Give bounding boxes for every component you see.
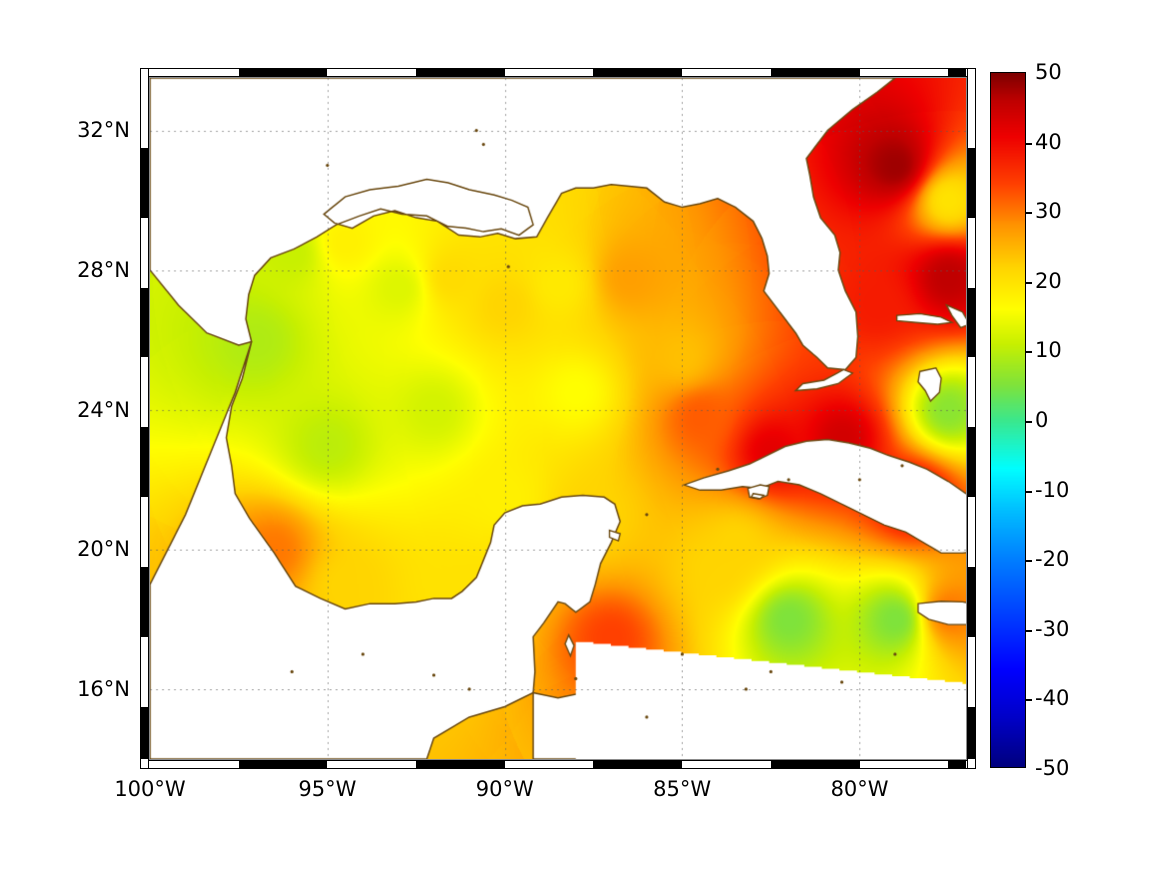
- colorbar-tick-mark: [1025, 281, 1032, 284]
- colorbar-tick-label: -40: [1035, 686, 1070, 711]
- longitude-tick-label: 90°W: [475, 777, 534, 801]
- colorbar-tick-label: -20: [1035, 547, 1070, 572]
- frame-checker-segment: [968, 427, 975, 498]
- colorbar-tick-label: 40: [1035, 129, 1062, 154]
- longitude-tick-label: 80°W: [830, 777, 889, 801]
- map-frame-bottom: [140, 760, 976, 769]
- frame-checker-segment: [416, 761, 505, 768]
- map-frame-right: [967, 68, 976, 769]
- frame-checker-segment: [238, 761, 328, 768]
- frame-checker-segment: [948, 761, 966, 768]
- latitude-tick-label: 32°N: [77, 118, 130, 143]
- frame-checker-segment: [593, 69, 683, 76]
- frame-checker-segment: [948, 69, 966, 76]
- frame-checker-segment: [141, 427, 148, 498]
- sea-surface-field-heatmap: [150, 78, 966, 759]
- frame-checker-segment: [968, 706, 975, 759]
- map-axes: [140, 68, 976, 769]
- frame-checker-segment: [593, 761, 683, 768]
- frame-checker-segment: [770, 761, 860, 768]
- colorbar-tick-label: 0: [1035, 408, 1049, 432]
- longitude-tick-label: 95°W: [298, 777, 357, 801]
- latitude-tick-label: 28°N: [77, 258, 130, 283]
- colorbar-gradient: [991, 73, 1025, 767]
- colorbar-tick-mark: [1025, 629, 1032, 632]
- colorbar-tick-label: -30: [1035, 616, 1070, 641]
- colorbar-tick-label: -10: [1035, 477, 1070, 502]
- frame-checker-segment: [968, 566, 975, 637]
- colorbar-tick-mark: [1025, 351, 1032, 354]
- colorbar: [990, 72, 1032, 768]
- colorbar-tick-mark: [1025, 142, 1032, 145]
- colorbar-tick-label: 50: [1035, 60, 1062, 84]
- colorbar-tick-mark: [1025, 490, 1032, 493]
- frame-checker-segment: [238, 69, 328, 76]
- longitude-tick-label: 100°W: [114, 777, 186, 801]
- frame-checker-segment: [141, 147, 148, 218]
- frame-checker-segment: [968, 147, 975, 218]
- colorbar-tick-label: 30: [1035, 199, 1062, 224]
- colorbar-tick-mark: [1025, 421, 1032, 423]
- longitude-tick-label: 85°W: [653, 777, 712, 801]
- colorbar-tick-mark: [1025, 212, 1032, 215]
- map-plot-area: [149, 77, 967, 760]
- colorbar-tick-mark: [1025, 560, 1032, 563]
- latitude-tick-label: 20°N: [77, 537, 130, 562]
- frame-checker-segment: [141, 566, 148, 637]
- colorbar-tick-mark: [1025, 699, 1032, 702]
- frame-checker-segment: [770, 69, 860, 76]
- map-frame-left: [140, 68, 149, 769]
- frame-checker-segment: [141, 706, 148, 759]
- frame-checker-segment: [416, 69, 505, 76]
- latitude-tick-label: 24°N: [77, 397, 130, 422]
- colorbar-tick-label: 20: [1035, 268, 1062, 293]
- colorbar-tick-label: -50: [1035, 756, 1070, 780]
- frame-checker-segment: [141, 287, 148, 358]
- latitude-tick-label: 16°N: [77, 677, 130, 702]
- map-frame-top: [140, 68, 976, 77]
- colorbar-tick-label: 10: [1035, 338, 1062, 363]
- frame-checker-segment: [968, 287, 975, 358]
